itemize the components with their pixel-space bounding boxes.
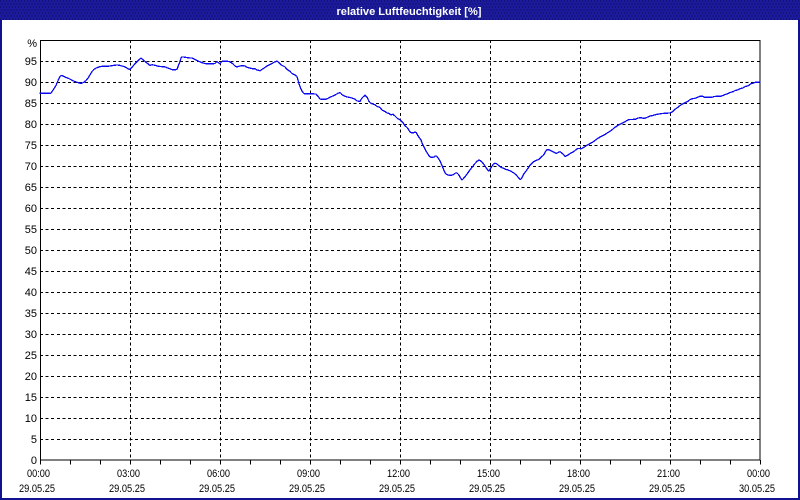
svg-text:29.05.25: 29.05.25 (379, 483, 415, 495)
svg-text:29.05.25: 29.05.25 (289, 483, 325, 495)
svg-text:29.05.25: 29.05.25 (109, 483, 145, 495)
svg-text:75: 75 (25, 140, 37, 152)
svg-text:95: 95 (25, 56, 37, 68)
svg-text:85: 85 (25, 98, 37, 110)
svg-text:30.05.25: 30.05.25 (739, 483, 775, 495)
svg-text:06:00: 06:00 (207, 468, 230, 480)
svg-text:45: 45 (25, 266, 37, 278)
svg-text:60: 60 (25, 203, 37, 215)
svg-text:25: 25 (25, 350, 37, 362)
svg-text:21:00: 21:00 (657, 468, 680, 480)
svg-text:35: 35 (25, 308, 37, 320)
svg-text:50: 50 (25, 245, 37, 257)
svg-text:80: 80 (25, 119, 37, 131)
svg-text:30: 30 (25, 329, 37, 341)
svg-text:29.05.25: 29.05.25 (19, 483, 55, 495)
svg-text:15:00: 15:00 (477, 468, 500, 480)
svg-text:relative Luftfeuchtigkeit [%]: relative Luftfeuchtigkeit [%] (337, 6, 482, 18)
svg-text:18:00: 18:00 (567, 468, 590, 480)
svg-text:29.05.25: 29.05.25 (469, 483, 505, 495)
svg-text:55: 55 (25, 224, 37, 236)
svg-text:00:00: 00:00 (27, 468, 50, 480)
svg-text:65: 65 (25, 182, 37, 194)
svg-text:29.05.25: 29.05.25 (559, 483, 595, 495)
svg-text:12:00: 12:00 (387, 468, 410, 480)
svg-text:70: 70 (25, 161, 37, 173)
svg-text:5: 5 (31, 434, 37, 446)
svg-text:90: 90 (25, 77, 37, 89)
svg-text:03:00: 03:00 (117, 468, 140, 480)
svg-text:09:00: 09:00 (297, 468, 320, 480)
svg-text:40: 40 (25, 287, 37, 299)
svg-text:15: 15 (25, 392, 37, 404)
svg-text:29.05.25: 29.05.25 (199, 483, 235, 495)
svg-text:29.05.25: 29.05.25 (649, 483, 685, 495)
svg-text:10: 10 (25, 413, 37, 425)
svg-text:00:00: 00:00 (747, 468, 770, 480)
svg-text:0: 0 (31, 455, 37, 467)
svg-text:%: % (27, 38, 37, 50)
svg-text:20: 20 (25, 371, 37, 383)
